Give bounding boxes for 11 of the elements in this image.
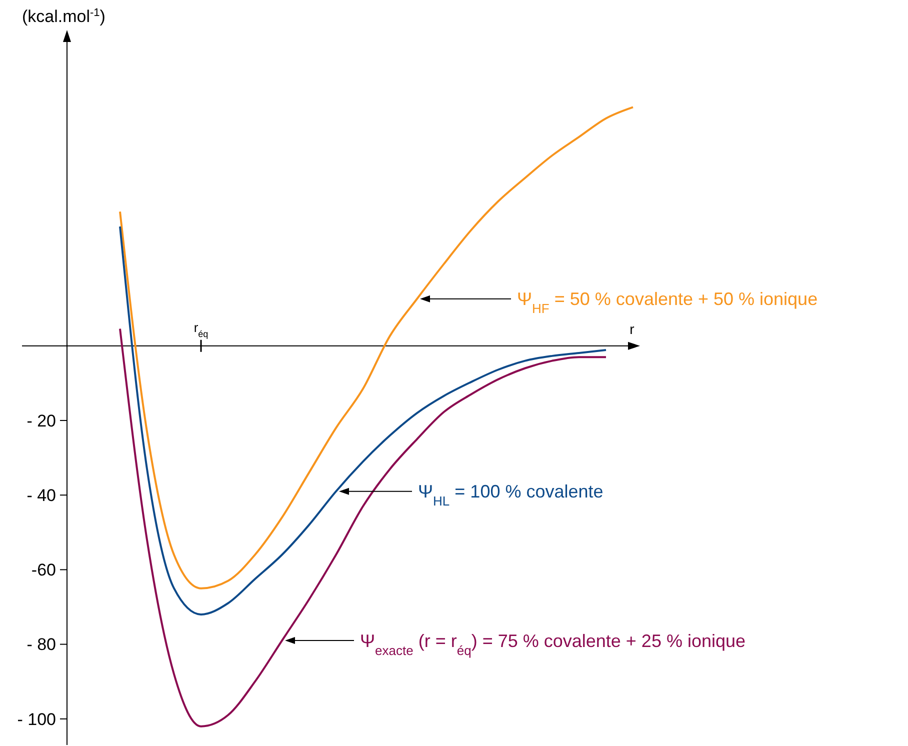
text: Ψ$_{HF}$ = 50 % covalente + 50 % ionique bbox=[517, 289, 818, 316]
x-axis-title: r bbox=[630, 320, 635, 337]
y-axis-title: (kcal.mol$^{-1}$) bbox=[22, 7, 106, 26]
text: Ψ$_{HL}$ = 100 % covalente bbox=[418, 482, 604, 508]
y-tick-label: - 40 bbox=[26, 486, 56, 506]
x-tick-label: r$_{éq}$ bbox=[194, 320, 208, 339]
y-tick-label: - 80 bbox=[26, 635, 56, 654]
y-tick-label: - 100 bbox=[17, 710, 56, 729]
text: Ψ$_{exacte}$ (r = r$_{éq}$) = 75 % covalente + 25 % ionique bbox=[360, 630, 746, 658]
y-tick-label: -60 bbox=[31, 560, 56, 580]
y-tick-label: - 20 bbox=[26, 411, 56, 430]
